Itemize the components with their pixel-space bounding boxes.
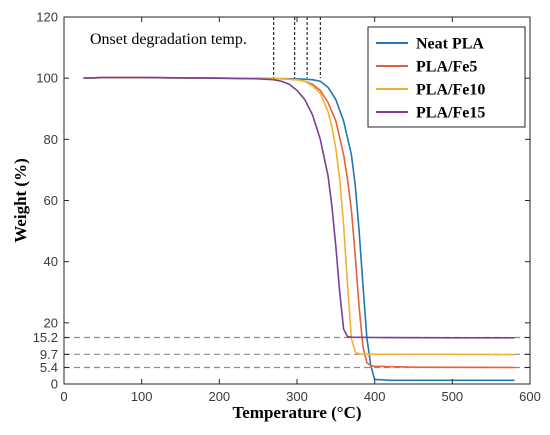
y-tick-label: 40 bbox=[44, 254, 58, 269]
x-tick-label: 100 bbox=[131, 389, 153, 404]
legend-items: Neat PLA PLA/Fe5 PLA/Fe10 PLA/Fe15 bbox=[376, 36, 485, 122]
y-tick-label: 9.7 bbox=[40, 347, 58, 362]
y-tick-label: 100 bbox=[36, 71, 58, 86]
y-tick-label: 0 bbox=[51, 377, 58, 392]
legend: Neat PLA PLA/Fe5 PLA/Fe10 PLA/Fe15 bbox=[367, 26, 526, 128]
legend-label: Neat PLA bbox=[416, 36, 484, 53]
y-axis-title: Weight (%) bbox=[11, 158, 30, 243]
series-lines bbox=[83, 76, 515, 382]
onset-annotation: Onset degradation temp. bbox=[90, 31, 247, 48]
y-tick-label: 5.4 bbox=[40, 360, 58, 375]
x-axis-ticks: 0 100 200 300 400 500 600 bbox=[60, 17, 541, 404]
y-axis-ticks: 0 5.49.7 15.220 40 60 80 100 120 bbox=[33, 10, 530, 392]
series-line bbox=[83, 76, 515, 339]
y-tick-label: 20 bbox=[44, 315, 58, 330]
x-tick-label: 0 bbox=[60, 389, 67, 404]
x-tick-label: 300 bbox=[286, 389, 308, 404]
x-axis-title: Temperature (°C) bbox=[232, 403, 361, 422]
y-tick-label: 60 bbox=[44, 193, 58, 208]
x-tick-label: 500 bbox=[441, 389, 463, 404]
y-tick-label: 15.2 bbox=[33, 330, 58, 345]
x-tick-label: 600 bbox=[519, 389, 541, 404]
y-tick-label: 120 bbox=[36, 10, 58, 25]
legend-label: PLA/Fe5 bbox=[416, 59, 477, 76]
onset-lines bbox=[273, 17, 321, 79]
y-tick-label: 80 bbox=[44, 132, 58, 147]
legend-label: PLA/Fe15 bbox=[416, 105, 485, 122]
x-tick-label: 400 bbox=[364, 389, 386, 404]
x-tick-label: 200 bbox=[208, 389, 230, 404]
reference-lines bbox=[64, 336, 530, 369]
legend-label: PLA/Fe10 bbox=[416, 82, 485, 99]
